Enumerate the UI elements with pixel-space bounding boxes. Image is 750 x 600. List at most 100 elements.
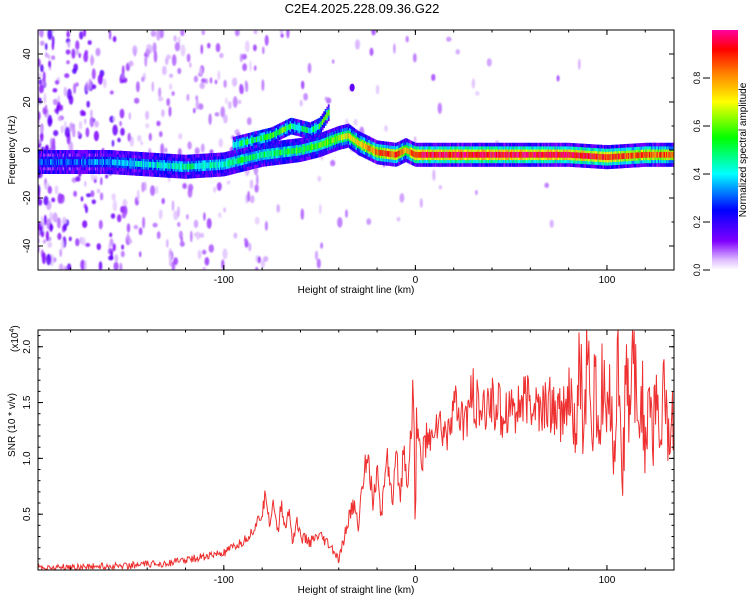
ridge-cell [38,159,41,165]
noise-cell [57,115,62,122]
noise-cell [142,216,146,229]
ridge-cell [562,151,565,158]
ridge-cell [176,163,179,170]
ridge-cell [225,160,228,167]
ridge-cell [615,153,618,160]
ridge-cell [55,159,58,165]
noise-cell [109,115,115,123]
colorbar-tick-label: 0.4 [692,168,702,181]
ridge-cell [429,151,431,158]
ridge-cell [219,161,221,168]
noise-cell [249,60,252,72]
ridge-cell [445,151,447,158]
ridge-cell [199,163,202,169]
ridge-cell [450,151,452,158]
ridge-cell [117,159,120,166]
noise-cell [255,174,259,186]
ridge-cell [455,151,458,158]
ridge-cell [130,160,133,167]
ridge-cell [476,151,479,158]
ridge-cell [382,150,384,156]
branch-cell [298,125,301,131]
ridge-cell [454,151,457,158]
noise-cell [286,30,290,39]
noise-cell [97,74,103,85]
ridge-cell [392,151,395,158]
ridge-cell [613,153,615,160]
ridge-cell [467,151,469,158]
noise-cell [38,139,42,144]
noise-cell [242,53,247,60]
ridge-cell [288,148,290,155]
ridge-cell [251,154,253,161]
ridge-cell [197,163,199,169]
noise-cell [61,216,67,226]
ridge-cell [588,153,590,159]
noise-cell [77,130,81,136]
noise-cell [247,190,251,203]
ridge-cell [635,152,637,159]
x-tick-label: 0 [413,275,419,286]
branch-cell [274,131,276,137]
ridge-cell [531,151,534,158]
ridge-cell [84,159,87,165]
noise-cell [59,104,64,111]
noise-cell [300,208,304,220]
ridge-cell [620,153,622,160]
ridge-cell [584,153,587,159]
branch-cell [237,141,240,147]
noise-cell [173,35,177,42]
ridge-cell [512,151,514,158]
noise-cell [244,40,250,53]
ridge-cell [207,162,210,169]
noise-cell [431,73,436,82]
noise-cell [159,131,163,138]
noise-cell [186,93,190,102]
noise-cell [140,141,143,146]
ridge-cell [261,151,264,158]
ridge-cell [148,161,151,168]
noise-cell [38,72,42,78]
ridge-cell [113,159,115,166]
branch-cell [258,135,261,142]
ridge-cell [569,152,572,158]
ridge-cell [301,146,304,153]
ridge-cell [377,149,380,156]
noise-cell [173,257,179,265]
ridge-cell [40,159,43,165]
ridge-cell [124,160,127,166]
noise-cell [68,236,72,242]
ridge-cell [511,151,513,158]
ridge-cell [437,151,439,158]
noise-cell [195,231,201,241]
ridge-cell [358,140,360,147]
ridge-cell [59,159,61,165]
noise-cell [128,112,131,120]
x-tick-label: 100 [599,575,616,586]
ridge-cell [45,159,47,165]
branch-cell [238,140,241,147]
x-tick-label: 0 [413,575,419,586]
ridge-cell [236,158,238,165]
ridge-cell [156,162,159,168]
noise-cell [73,63,78,72]
ridge-cell [485,151,488,158]
noise-cell [203,212,206,221]
heatmap-cells [38,30,674,270]
noise-cell [255,266,259,270]
ridge-cell [468,151,470,158]
noise-cell [216,182,222,191]
ridge-cell [606,154,608,161]
ridge-cell [314,143,316,150]
noise-cell [72,126,76,138]
noise-cell [419,198,423,208]
y-tick-label: 20 [22,96,33,108]
ridge-cell [324,140,327,146]
ridge-cell [451,151,453,158]
ridge-cell [517,151,520,158]
noise-cell [218,212,222,219]
noise-cell [98,261,103,270]
ridge-cell [137,160,139,167]
noise-cell [264,34,269,46]
ridge-cell [566,151,568,158]
